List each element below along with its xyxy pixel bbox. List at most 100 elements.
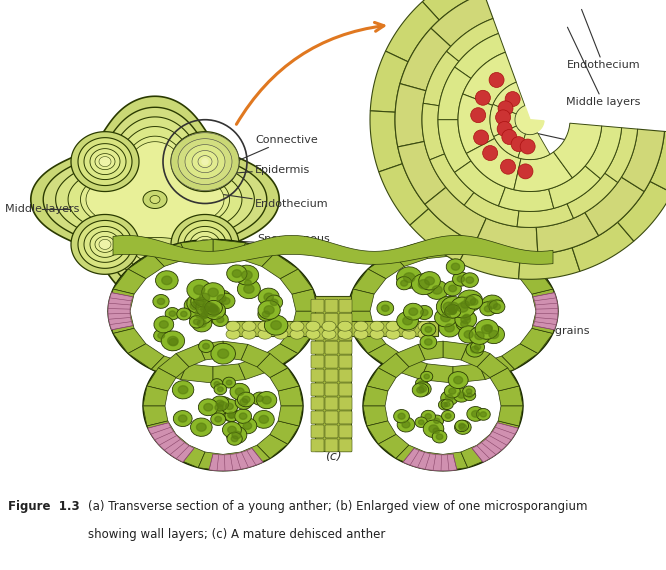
Polygon shape — [430, 154, 474, 205]
Polygon shape — [257, 434, 288, 458]
Polygon shape — [164, 334, 183, 351]
Circle shape — [483, 145, 498, 161]
Polygon shape — [418, 321, 432, 331]
Polygon shape — [171, 214, 239, 274]
Polygon shape — [204, 301, 226, 319]
Polygon shape — [476, 218, 538, 254]
Polygon shape — [99, 157, 111, 166]
Polygon shape — [354, 329, 368, 339]
Polygon shape — [605, 128, 637, 182]
Polygon shape — [394, 409, 410, 423]
Polygon shape — [226, 380, 232, 385]
Polygon shape — [414, 382, 432, 396]
Polygon shape — [480, 302, 496, 316]
Polygon shape — [434, 418, 440, 424]
Polygon shape — [185, 145, 225, 178]
Polygon shape — [212, 313, 228, 327]
Text: Epidermis: Epidermis — [213, 165, 310, 174]
Polygon shape — [210, 413, 226, 425]
Polygon shape — [244, 280, 251, 286]
Polygon shape — [377, 301, 394, 315]
Text: Connective: Connective — [160, 135, 318, 194]
Polygon shape — [453, 388, 470, 402]
Polygon shape — [207, 307, 218, 317]
Polygon shape — [444, 281, 462, 296]
Polygon shape — [238, 279, 260, 299]
Polygon shape — [193, 319, 200, 324]
Polygon shape — [216, 316, 224, 323]
Polygon shape — [476, 409, 490, 420]
Polygon shape — [459, 424, 465, 429]
Polygon shape — [469, 327, 490, 344]
Polygon shape — [143, 406, 168, 426]
Polygon shape — [432, 430, 447, 443]
FancyBboxPatch shape — [325, 341, 338, 354]
Polygon shape — [445, 413, 451, 418]
Polygon shape — [474, 344, 481, 350]
FancyBboxPatch shape — [311, 369, 324, 382]
Polygon shape — [363, 386, 388, 406]
Polygon shape — [396, 344, 425, 367]
Polygon shape — [178, 415, 187, 422]
Polygon shape — [386, 2, 439, 62]
Polygon shape — [204, 404, 212, 411]
Polygon shape — [108, 239, 318, 383]
Polygon shape — [198, 156, 212, 168]
Polygon shape — [419, 271, 440, 290]
FancyBboxPatch shape — [339, 327, 352, 340]
Polygon shape — [172, 381, 194, 399]
Polygon shape — [454, 376, 463, 384]
Polygon shape — [499, 187, 554, 211]
Polygon shape — [252, 392, 268, 405]
Polygon shape — [196, 423, 206, 431]
Polygon shape — [446, 308, 454, 315]
Polygon shape — [226, 426, 247, 443]
Polygon shape — [238, 243, 274, 266]
Polygon shape — [461, 445, 490, 467]
Polygon shape — [206, 303, 216, 311]
FancyBboxPatch shape — [325, 313, 338, 326]
Polygon shape — [396, 445, 425, 467]
Polygon shape — [270, 299, 278, 306]
Polygon shape — [148, 423, 194, 462]
FancyBboxPatch shape — [325, 439, 338, 452]
Polygon shape — [257, 353, 288, 377]
Polygon shape — [458, 94, 495, 153]
Polygon shape — [210, 306, 218, 313]
Polygon shape — [617, 181, 666, 241]
Polygon shape — [228, 321, 438, 336]
Polygon shape — [448, 372, 468, 389]
Polygon shape — [227, 432, 242, 445]
Polygon shape — [435, 308, 457, 327]
Circle shape — [498, 101, 513, 116]
Polygon shape — [151, 356, 187, 380]
Polygon shape — [218, 349, 228, 359]
Polygon shape — [462, 272, 478, 287]
Polygon shape — [217, 295, 226, 302]
Circle shape — [474, 130, 489, 145]
Polygon shape — [216, 400, 224, 407]
Polygon shape — [176, 308, 191, 320]
Polygon shape — [108, 289, 134, 311]
Polygon shape — [262, 311, 270, 317]
Polygon shape — [84, 144, 126, 180]
Polygon shape — [403, 449, 457, 471]
Polygon shape — [453, 239, 486, 259]
Polygon shape — [464, 314, 470, 320]
Polygon shape — [108, 311, 134, 333]
Polygon shape — [463, 386, 476, 397]
Polygon shape — [258, 329, 272, 339]
Polygon shape — [370, 256, 536, 367]
Text: Endothecium: Endothecium — [223, 194, 328, 210]
Polygon shape — [209, 449, 263, 471]
Polygon shape — [195, 301, 215, 317]
Polygon shape — [235, 394, 252, 409]
Polygon shape — [262, 344, 298, 369]
Polygon shape — [195, 154, 215, 169]
Polygon shape — [353, 328, 386, 353]
Polygon shape — [178, 138, 232, 185]
Polygon shape — [392, 243, 428, 266]
Polygon shape — [226, 321, 240, 331]
FancyBboxPatch shape — [339, 313, 352, 326]
Polygon shape — [193, 288, 216, 307]
